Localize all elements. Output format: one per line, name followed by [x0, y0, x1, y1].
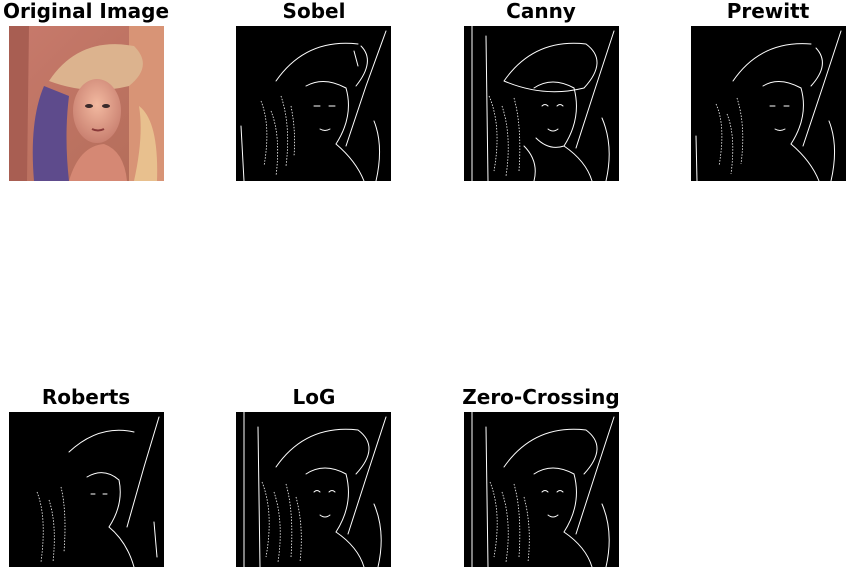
title-log: LoG	[292, 385, 336, 409]
roberts-edge-map	[9, 412, 164, 567]
original-image	[9, 26, 164, 181]
prewitt-edge-map	[691, 26, 846, 181]
title-zero-crossing: Zero-Crossing	[462, 385, 620, 409]
zero-crossing-edge-map	[464, 412, 619, 567]
title-prewitt: Prewitt	[726, 0, 810, 23]
title-original-image: Original Image	[2, 0, 170, 23]
sobel-edge-map	[236, 26, 391, 181]
log-edge-map	[236, 412, 391, 567]
title-sobel: Sobel	[282, 0, 346, 23]
original-photo-drawing	[9, 26, 164, 181]
title-canny: Canny	[506, 0, 576, 23]
canny-edge-map	[464, 26, 619, 181]
title-roberts: Roberts	[41, 385, 131, 409]
